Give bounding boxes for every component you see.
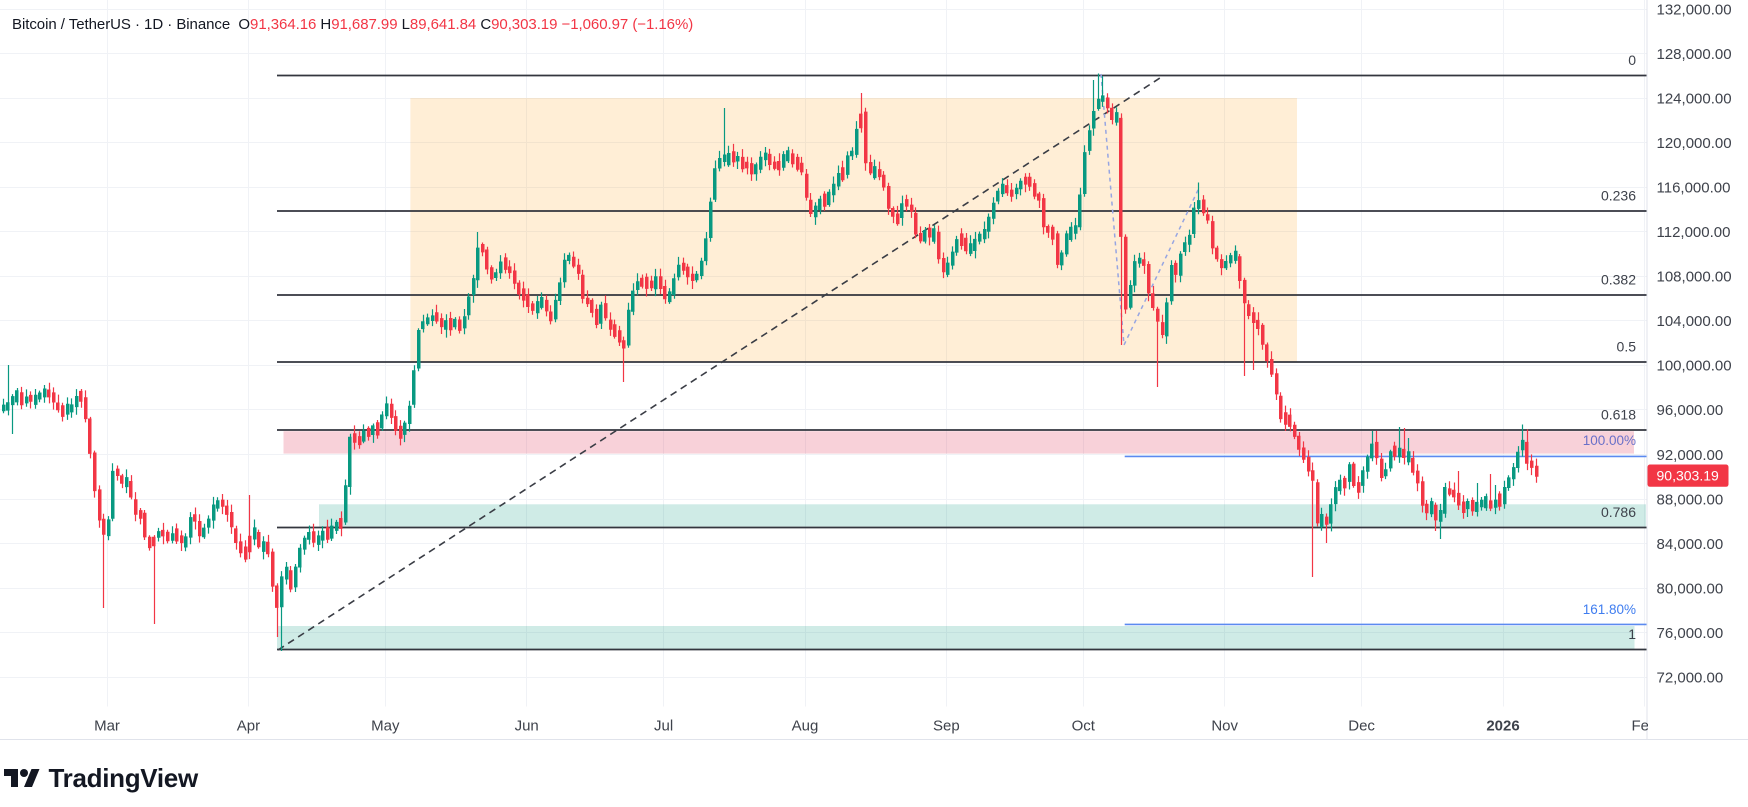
svg-text:0.618: 0.618: [1601, 407, 1636, 423]
svg-text:100.00%: 100.00%: [1583, 433, 1636, 448]
svg-text:Sep: Sep: [933, 718, 960, 735]
svg-text:120,000.00: 120,000.00: [1657, 135, 1732, 152]
svg-text:Dec: Dec: [1348, 718, 1375, 735]
svg-text:Oct: Oct: [1072, 718, 1096, 735]
svg-text:2026: 2026: [1486, 718, 1519, 735]
svg-text:84,000.00: 84,000.00: [1657, 536, 1724, 553]
svg-text:Nov: Nov: [1211, 718, 1238, 735]
svg-text:0.382: 0.382: [1601, 272, 1636, 288]
svg-text:128,000.00: 128,000.00: [1657, 46, 1732, 63]
svg-text:Aug: Aug: [792, 718, 819, 735]
svg-text:May: May: [371, 718, 400, 735]
svg-text:100,000.00: 100,000.00: [1657, 358, 1732, 375]
svg-text:112,000.00: 112,000.00: [1657, 224, 1731, 241]
svg-text:132,000.00: 132,000.00: [1657, 1, 1732, 18]
svg-text:0.5: 0.5: [1617, 339, 1637, 355]
svg-text:108,000.00: 108,000.00: [1657, 269, 1732, 286]
svg-text:96,000.00: 96,000.00: [1657, 402, 1724, 419]
svg-text:0.236: 0.236: [1601, 188, 1636, 204]
svg-text:Jul: Jul: [654, 718, 673, 735]
svg-text:Mar: Mar: [94, 718, 120, 735]
svg-text:88,000.00: 88,000.00: [1657, 491, 1724, 508]
svg-text:92,000.00: 92,000.00: [1657, 447, 1724, 464]
svg-text:Jun: Jun: [515, 718, 539, 735]
svg-text:80,000.00: 80,000.00: [1657, 580, 1724, 597]
svg-text:90,303.19: 90,303.19: [1657, 468, 1719, 484]
svg-text:72,000.00: 72,000.00: [1657, 670, 1724, 687]
svg-text:0: 0: [1628, 52, 1636, 68]
svg-text:116,000.00: 116,000.00: [1657, 180, 1731, 197]
svg-text:161.80%: 161.80%: [1583, 602, 1636, 617]
svg-text:1: 1: [1628, 626, 1636, 642]
svg-text:TradingView: TradingView: [49, 763, 199, 793]
svg-text:Apr: Apr: [237, 718, 260, 735]
svg-text:0.786: 0.786: [1601, 504, 1636, 520]
svg-text:104,000.00: 104,000.00: [1657, 313, 1732, 330]
svg-text:76,000.00: 76,000.00: [1657, 625, 1724, 642]
svg-text:Bitcoin / TetherUS · 1D · Bina: Bitcoin / TetherUS · 1D · Binance O91,36…: [12, 16, 693, 33]
svg-text:124,000.00: 124,000.00: [1657, 90, 1732, 107]
